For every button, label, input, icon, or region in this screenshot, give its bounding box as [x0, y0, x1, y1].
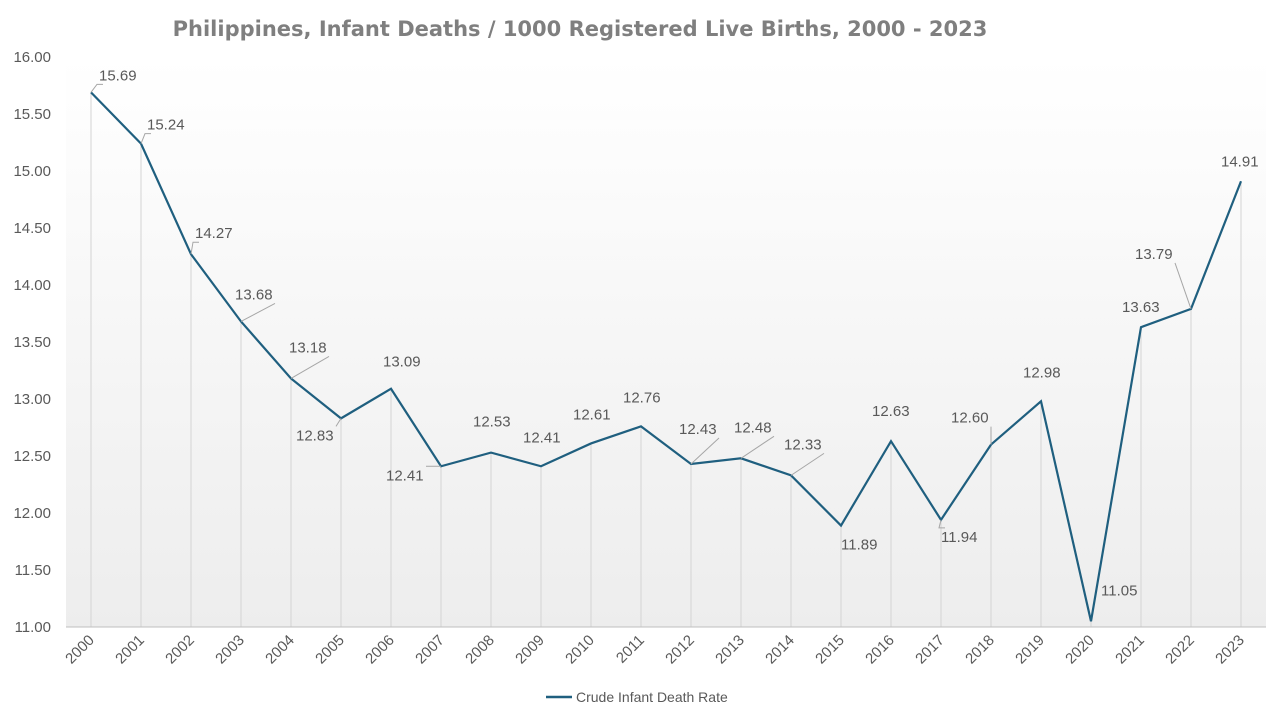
x-tick-label: 2008 [462, 632, 498, 668]
data-point [589, 441, 593, 445]
series-line-group [90, 91, 1243, 623]
data-label: 12.33 [784, 436, 822, 453]
data-point [639, 424, 643, 428]
plot-background [66, 57, 1266, 627]
data-labels: 15.69 15.24 14.27 13.68 13.18 12.83 13.09 12.41… [99, 67, 1259, 599]
data-label: 12.41 [523, 429, 561, 446]
x-tick-label: 2018 [962, 632, 998, 668]
x-tick-label: 2022 [1162, 632, 1198, 668]
label-leader-line [335, 418, 342, 427]
data-label: 12.60 [951, 410, 989, 427]
x-tick-label: 2007 [412, 632, 448, 668]
x-tick-label: 2011 [613, 632, 648, 667]
label-leader-line [938, 519, 945, 529]
x-tick-label: 2002 [162, 632, 198, 668]
y-tick-label: 11.50 [15, 562, 51, 579]
data-label: 12.61 [573, 406, 611, 423]
x-tick-label: 2016 [862, 632, 898, 668]
x-tick-label: 2009 [512, 632, 548, 668]
y-tick-label: 14.50 [13, 220, 51, 237]
x-axis-tick-labels: 2000 2001 2002 2003 2004 2005 2006 2007 2008 2009… [62, 632, 1248, 668]
x-tick-label: 2021 [1112, 632, 1148, 668]
data-label: 12.48 [734, 419, 772, 436]
y-tick-label: 12.50 [13, 448, 51, 465]
y-tick-label: 13.00 [13, 391, 51, 408]
data-point [1239, 179, 1243, 183]
data-point [839, 524, 843, 528]
x-tick-label: 2015 [812, 632, 848, 668]
label-leader-line [240, 303, 276, 322]
data-point [1139, 325, 1143, 329]
x-tick-label: 2004 [262, 632, 298, 668]
y-tick-label: 14.00 [13, 277, 51, 294]
x-tick-label: 2003 [212, 632, 248, 668]
data-label: 12.43 [679, 421, 717, 438]
y-tick-label: 11.00 [15, 619, 51, 636]
data-label: 11.05 [1101, 582, 1137, 599]
data-label: 11.89 [841, 537, 877, 554]
data-point [1039, 399, 1043, 403]
x-tick-label: 2012 [662, 632, 698, 668]
x-tick-label: 2023 [1212, 632, 1248, 668]
data-label: 12.76 [623, 389, 661, 406]
data-point [489, 451, 493, 455]
series-line-crude-infant-death-rate [90, 91, 1243, 622]
data-label: 15.24 [147, 117, 185, 134]
data-point [539, 464, 543, 468]
data-label: 13.63 [1122, 299, 1160, 316]
x-tick-label: 2014 [762, 632, 798, 668]
data-point [889, 439, 893, 443]
x-tick-label: 2017 [912, 632, 948, 668]
data-label: 12.41 [386, 467, 424, 484]
y-tick-label: 13.50 [13, 334, 51, 351]
x-tick-label: 2005 [312, 632, 348, 668]
label-leader-lines [90, 83, 1192, 529]
data-label: 14.91 [1221, 153, 1259, 170]
data-label: 12.53 [473, 414, 511, 431]
data-label: 14.27 [195, 225, 233, 242]
x-tick-label: 2001 [112, 632, 148, 668]
x-tick-label: 2019 [1012, 632, 1048, 668]
data-label: 15.69 [99, 67, 137, 84]
data-label: 12.63 [872, 403, 910, 420]
chart-title: Philippines, Infant Deaths / 1000 Regist… [173, 17, 988, 41]
label-leader-line [90, 83, 103, 93]
y-tick-label: 12.00 [13, 505, 51, 522]
x-tick-label: 2020 [1062, 632, 1098, 668]
data-point [389, 387, 393, 391]
data-label: 13.68 [235, 286, 273, 303]
label-leader-line [290, 356, 330, 379]
data-point [1089, 619, 1093, 623]
label-leader-line [690, 437, 720, 465]
legend: Crude Infant Death Rate [546, 689, 728, 705]
drop-lines [90, 92, 1242, 627]
data-label: 13.09 [383, 354, 421, 371]
data-label: 12.98 [1023, 364, 1061, 381]
label-leader-line [140, 133, 151, 144]
data-label: 11.94 [941, 529, 977, 546]
data-label: 13.18 [289, 339, 327, 356]
data-label: 12.83 [296, 427, 334, 444]
y-tick-label: 15.00 [13, 163, 51, 180]
label-leader-line [190, 241, 199, 255]
legend-item-label: Crude Infant Death Rate [576, 689, 728, 705]
y-axis-tick-labels: 11.00 11.50 12.00 12.50 13.00 13.50 14.00 14.50… [13, 49, 51, 636]
x-tick-label: 2013 [712, 632, 748, 668]
data-label: 13.79 [1135, 246, 1173, 263]
x-tick-label: 2006 [362, 632, 398, 668]
x-tick-label: 2000 [62, 632, 98, 668]
label-leader-line [1174, 262, 1192, 310]
label-leader-line [790, 452, 825, 476]
x-tick-label: 2010 [562, 632, 598, 668]
label-leader-line [740, 435, 775, 459]
y-tick-label: 16.00 [13, 49, 51, 66]
y-tick-label: 15.50 [13, 106, 51, 123]
